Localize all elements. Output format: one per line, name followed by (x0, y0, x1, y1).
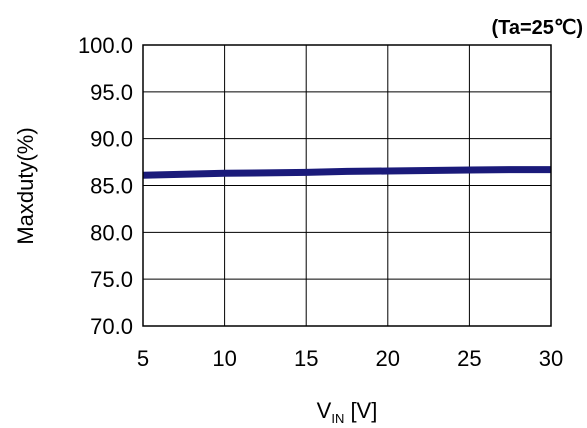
y-tick-labels: 100.0 95.0 90.0 85.0 80.0 75.0 70.0 (78, 33, 133, 339)
y-tick-label: 85.0 (90, 174, 133, 199)
x-axis-label-main: V (317, 398, 332, 423)
x-tick-labels: 5 10 15 20 25 30 (137, 346, 563, 371)
y-tick-label: 100.0 (78, 33, 133, 58)
y-tick-label: 95.0 (90, 80, 133, 105)
plot-frame (142, 44, 552, 327)
y-tick-label: 70.0 (90, 314, 133, 339)
x-axis-label-unit: [V] (344, 398, 377, 423)
x-axis-label-subscript: IN (331, 411, 344, 426)
x-tick-label: 5 (137, 346, 149, 371)
grid (142, 44, 552, 327)
y-tick-label: 80.0 (90, 220, 133, 245)
x-tick-label: 30 (539, 346, 563, 371)
y-tick-label: 75.0 (90, 267, 133, 292)
series-layer (142, 166, 551, 179)
maxduty-series-line (142, 166, 551, 179)
x-axis-label: VIN [V] (317, 398, 378, 426)
y-tick-label: 90.0 (90, 127, 133, 152)
x-tick-label: 25 (457, 346, 481, 371)
y-axis-label: Maxduty(%) (13, 127, 38, 244)
x-tick-label: 15 (294, 346, 318, 371)
condition-annotation: (Ta=25℃) (491, 17, 583, 39)
x-tick-label: 10 (212, 346, 236, 371)
x-tick-label: 20 (376, 346, 400, 371)
